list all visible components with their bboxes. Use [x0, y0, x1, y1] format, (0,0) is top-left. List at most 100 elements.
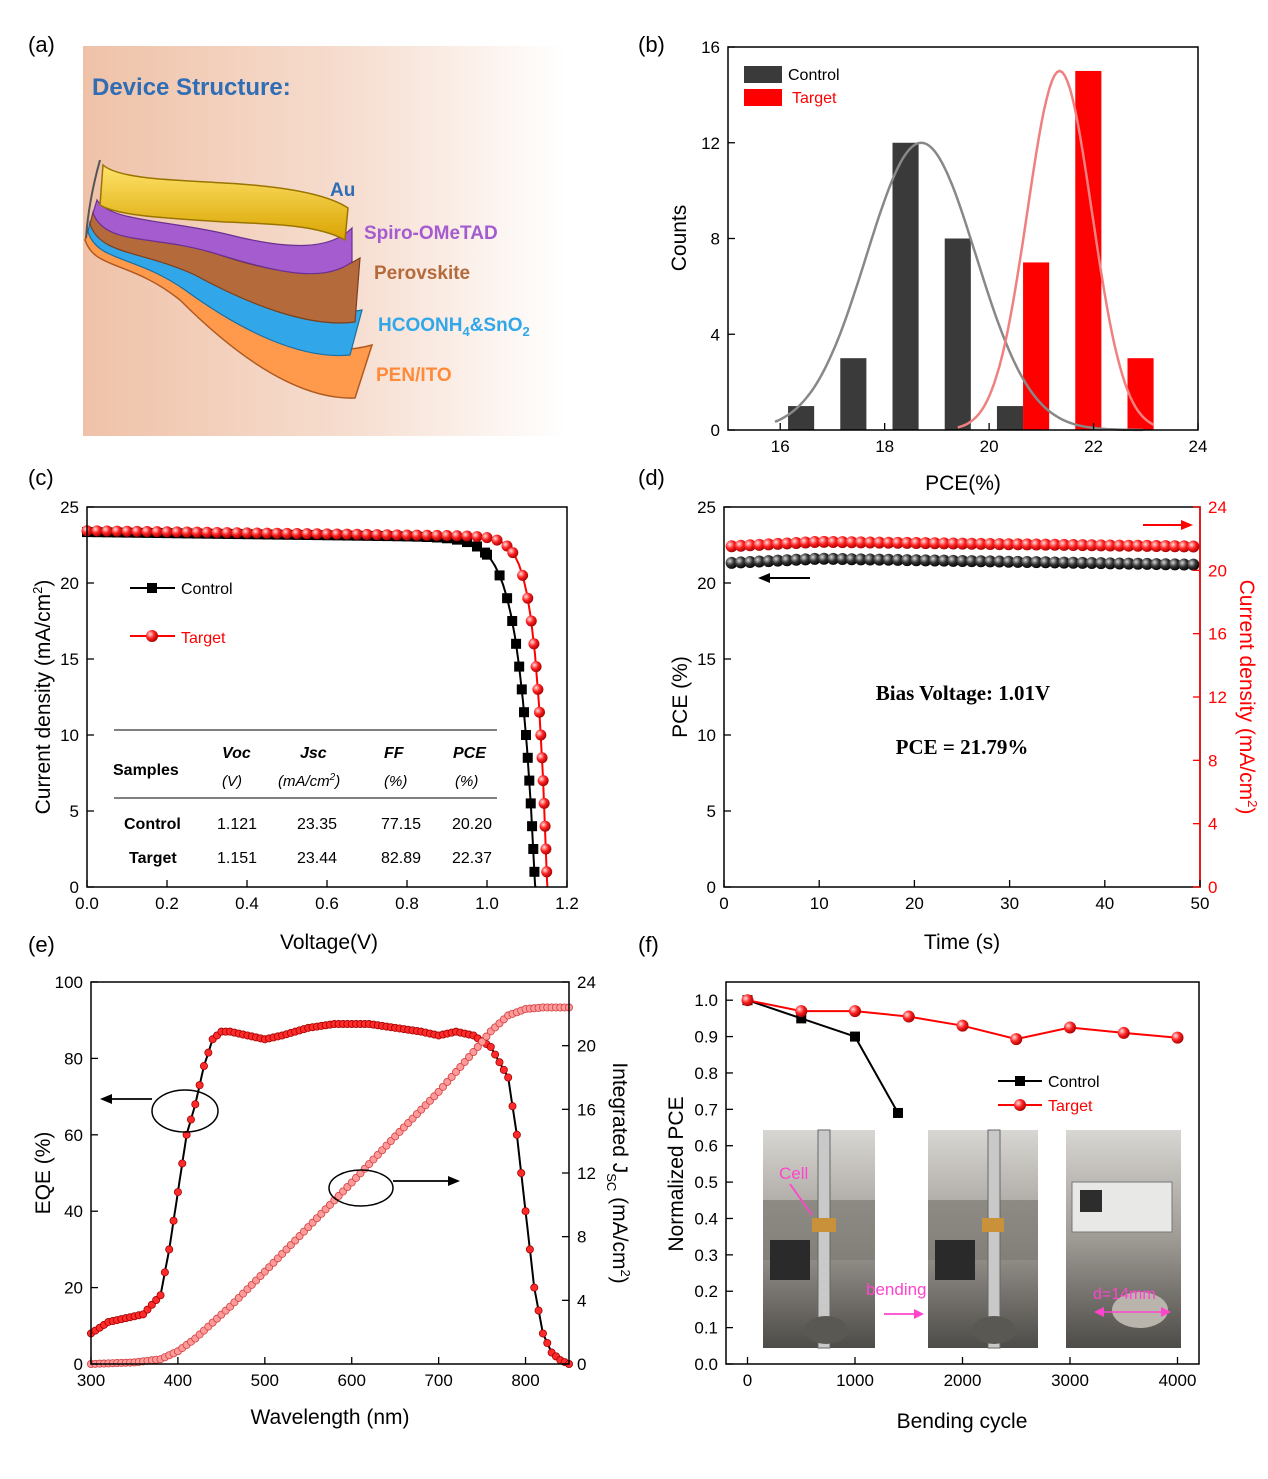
jsc-point: [447, 1072, 456, 1081]
bending-line-target: [747, 999, 1178, 1041]
eqe-xlabel: Wavelength (nm): [250, 1406, 409, 1429]
panel-e: (e) 300 400 500 600 700 800 0 20 40 60 80 100 0 4 8 1…: [28, 932, 633, 1429]
jv-x-tick-label: 0.2: [155, 894, 179, 913]
stability-y2-tick-label: 24: [1208, 498, 1227, 517]
jsc-point: [438, 1082, 447, 1091]
stability-y2label: Current density (mA/cm2): [1235, 580, 1260, 815]
eqe-point: [534, 1306, 543, 1315]
eqe-point: [195, 1081, 204, 1090]
jv-marker-target: [539, 820, 551, 832]
current-density-point: [1067, 539, 1080, 552]
eqe-y2-tick-label: 0: [577, 1355, 586, 1374]
eqe-point: [169, 1216, 178, 1225]
histogram-x-tick-label: 16: [771, 437, 790, 456]
stability-x-tick-label: 40: [1095, 894, 1114, 913]
jv-marker-target: [481, 532, 493, 544]
table-unit-ff: (%): [384, 773, 407, 790]
pce-point: [1076, 556, 1089, 569]
jv-marker-control: [507, 616, 518, 626]
pce-point: [984, 555, 997, 568]
current-density-point: [1104, 539, 1117, 552]
performance-table: Samples Voc Jsc FF PCE (V) (mA/cm2) (%) …: [113, 729, 497, 867]
pce-point: [1067, 556, 1080, 569]
bending-ylabel: Normalized PCE: [665, 1096, 688, 1251]
eqe-point: [517, 1169, 526, 1178]
stability-y2-tick-label: 20: [1208, 561, 1227, 580]
pce-point: [1178, 558, 1191, 571]
jv-ylabel: Current density (mA/cm2): [30, 580, 55, 815]
jv-marker-target: [411, 529, 423, 541]
jv-marker-control: [520, 730, 531, 740]
histogram-bar-target: [1127, 358, 1154, 430]
pce-point: [762, 555, 775, 568]
current-density-point: [873, 536, 886, 549]
bending-marker-target: [1117, 1026, 1130, 1039]
jv-marker-target: [251, 527, 263, 539]
jsc-point: [465, 1053, 474, 1062]
current-density-point: [864, 536, 877, 549]
pce-annotation: PCE = 21.79%: [896, 735, 1029, 759]
pce-point: [1150, 558, 1163, 571]
stability-y-ticks: 0 5 10 15 20 25: [697, 498, 731, 897]
jsc-point: [482, 1032, 491, 1041]
current-density-point: [808, 536, 821, 549]
bending-arrow-icon: [914, 1309, 924, 1319]
bending-x-ticks: 0 1000 2000 3000 4000: [743, 1357, 1196, 1390]
histogram-y-tick-label: 16: [701, 38, 720, 57]
current-density-point: [928, 537, 941, 550]
jv-marker-target: [181, 526, 193, 538]
stability-y-tick-label: 10: [697, 726, 716, 745]
pce-point: [827, 552, 840, 565]
histogram-bar-target: [1023, 262, 1050, 430]
current-density-point: [1021, 538, 1034, 551]
jv-marker-control: [514, 661, 525, 672]
caliper-jaw: [1112, 1292, 1168, 1328]
current-density-point: [919, 537, 932, 550]
layer-sno2-label: HCOONH4&SnO2: [378, 315, 530, 339]
photo-base: [804, 1316, 848, 1344]
histogram-x-tick-label: 18: [875, 437, 894, 456]
pce-point: [974, 555, 987, 568]
legend-control-label: Control: [1048, 1074, 1100, 1091]
table-cell: 77.15: [381, 816, 421, 833]
histogram-y-tick-label: 0: [711, 421, 720, 440]
jv-marker-target: [535, 729, 547, 741]
table-header-ff: FF: [384, 745, 405, 762]
bending-x-tick-label: 3000: [1051, 1371, 1089, 1390]
jv-marker-target: [461, 530, 473, 542]
photo-base: [972, 1316, 1016, 1344]
jv-marker-target: [491, 534, 503, 546]
bending-y-tick-label: 0.6: [694, 1137, 718, 1156]
current-density-point: [1187, 540, 1200, 553]
jsc-point: [452, 1067, 461, 1076]
jv-marker-target: [261, 527, 273, 539]
eqe-y-tick-label: 80: [64, 1049, 83, 1068]
current-density-point: [1150, 540, 1163, 553]
table-unit-pce: (%): [455, 773, 478, 790]
table-cell: 82.89: [381, 850, 421, 867]
current-density-point: [1058, 538, 1071, 551]
eqe-point: [491, 1050, 500, 1059]
bending-x-tick-label: 1000: [836, 1371, 874, 1390]
table-header-jsc: Jsc: [300, 745, 327, 762]
pce-point: [817, 552, 830, 565]
pce-point: [771, 554, 784, 567]
pce-point: [891, 553, 904, 566]
current-density-point: [1122, 539, 1135, 552]
current-density-point: [781, 537, 794, 550]
jv-y-ticks: 0 5 10 15 20 25: [60, 498, 94, 897]
panel-a: (a) Device Structure: Au Spiro-OMeTAD Pe…: [28, 32, 565, 436]
stability-y2-tick-label: 12: [1208, 688, 1227, 707]
jv-marker-target: [421, 529, 433, 541]
eqe-y2-ticks: 0 4 8 12 16 20 24: [562, 973, 596, 1374]
jv-plot: [81, 525, 553, 888]
bending-y-tick-label: 0.9: [694, 1028, 718, 1047]
panel-c-label: (c): [28, 465, 54, 490]
jv-marker-control: [516, 684, 527, 695]
current-density-point: [771, 537, 784, 550]
photo-clamp: [770, 1240, 810, 1280]
jv-marker-target: [391, 529, 403, 541]
table-cell: 20.20: [452, 816, 492, 833]
jv-marker-target: [101, 525, 113, 537]
